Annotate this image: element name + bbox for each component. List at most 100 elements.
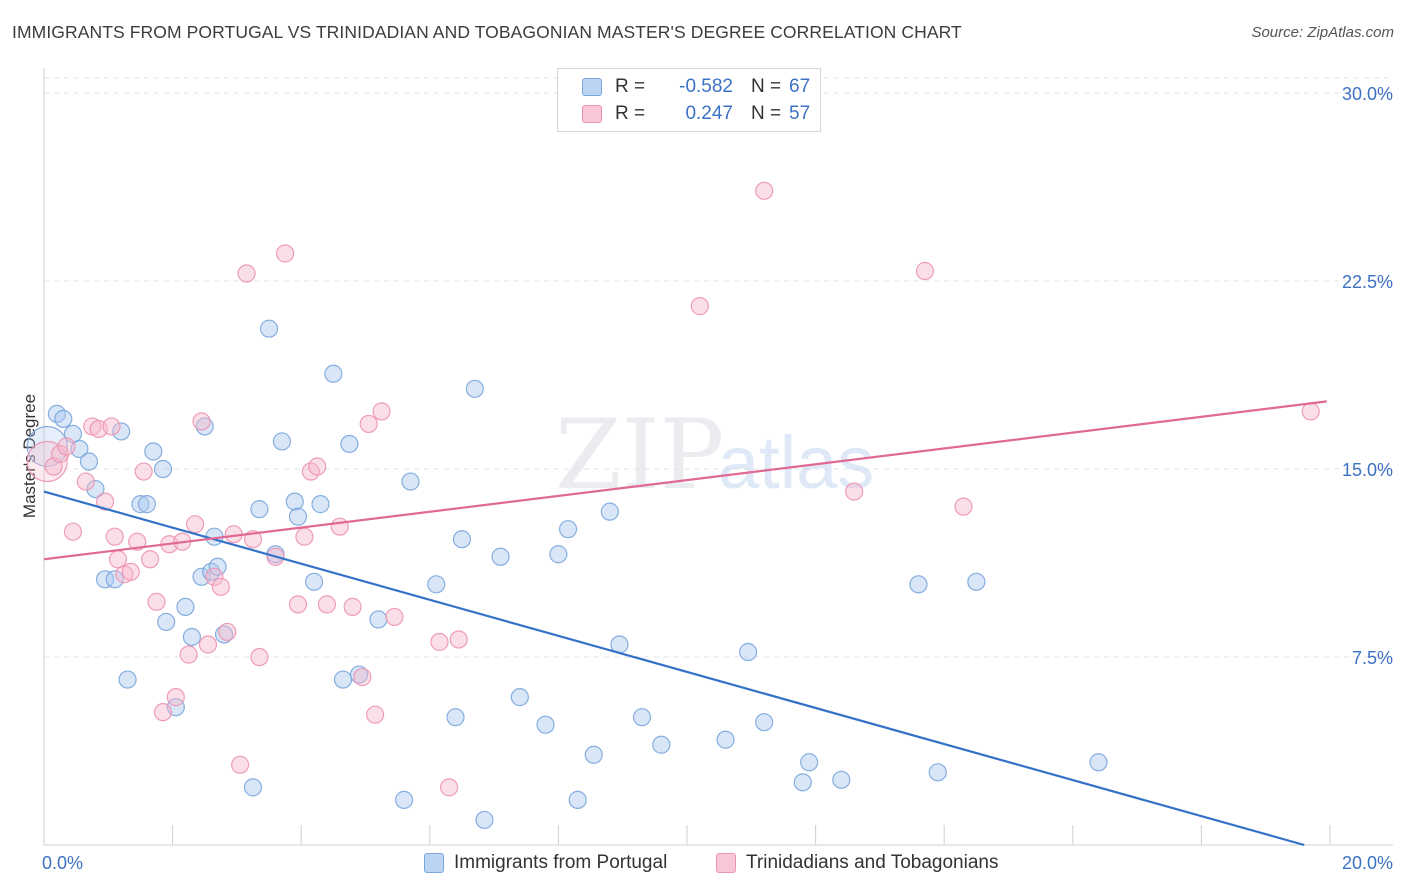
data-point-portugal xyxy=(176,597,195,616)
data-point-portugal xyxy=(304,572,324,591)
data-point-portugal xyxy=(157,612,176,632)
data-point-portugal xyxy=(195,417,214,436)
data-point-trinidad xyxy=(211,577,230,596)
legend-row-pink: R = 0.247 N = 57 xyxy=(582,101,810,127)
data-point-trinidad xyxy=(1301,402,1320,421)
y-tick-label: 22.5% xyxy=(1342,272,1393,292)
correlation-legend: R = -0.582 N = 67 R = 0.247 N = 57 xyxy=(557,68,821,132)
data-point-portugal xyxy=(118,670,137,689)
data-point-trinidad xyxy=(237,264,256,283)
data-point-portugal xyxy=(369,610,388,629)
data-point-trinidad xyxy=(288,595,308,614)
data-point-trinidad xyxy=(134,462,153,481)
data-point-portugal xyxy=(475,810,494,830)
data-point-trinidad xyxy=(140,550,160,569)
data-point-portugal xyxy=(243,778,263,797)
data-point-trinidad xyxy=(166,688,185,707)
data-point-portugal xyxy=(86,479,105,499)
legend-swatch-blue xyxy=(582,78,602,96)
data-point-trinidad xyxy=(50,444,70,464)
data-point-portugal xyxy=(272,432,292,451)
legend-swatch-pink xyxy=(582,105,602,123)
legend-label-portugal: Immigrants from Portugal xyxy=(454,852,668,873)
data-point-portugal xyxy=(401,472,420,491)
data-point-trinidad xyxy=(353,667,372,687)
data-point-portugal xyxy=(394,790,414,809)
legend-swatch-pink xyxy=(716,853,736,873)
data-point-portugal xyxy=(259,319,279,338)
axes xyxy=(43,68,1393,846)
data-point-portugal xyxy=(568,790,587,809)
data-point-portugal xyxy=(600,502,619,521)
data-point-portugal xyxy=(250,500,269,519)
data-point-portugal xyxy=(144,442,163,461)
data-point-trinidad xyxy=(449,630,468,649)
data-point-trinidad xyxy=(121,562,140,581)
x-tick-label: 0.0% xyxy=(42,853,83,873)
data-point-trinidad xyxy=(250,647,269,667)
series-legend: Immigrants from Portugal Trinidadians an… xyxy=(0,852,1406,878)
data-point-trinidad xyxy=(63,522,83,541)
data-point-portugal xyxy=(333,670,353,689)
data-point-trinidad xyxy=(76,472,95,491)
data-point-portugal xyxy=(340,434,359,454)
data-point-portugal xyxy=(182,627,201,647)
data-point-trinidad xyxy=(108,550,128,569)
legend-r-label: R = xyxy=(615,76,646,97)
watermark: ZIP atlas xyxy=(555,399,874,511)
data-point-trinidad xyxy=(192,412,211,431)
data-point-portugal xyxy=(192,567,211,586)
data-point-portugal xyxy=(208,557,227,576)
data-point-trinidad xyxy=(128,532,147,551)
data-point-trinidad xyxy=(343,597,362,616)
legend-r-value: -0.582 xyxy=(679,76,733,97)
legend-label-trinidad: Trinidadians and Tobagonians xyxy=(746,852,999,873)
data-point-portugal xyxy=(632,708,652,727)
data-point-trinidad xyxy=(95,492,115,511)
data-point-portugal xyxy=(214,625,234,644)
data-point-trinidad xyxy=(218,622,237,642)
data-point-trinidad xyxy=(690,297,709,316)
data-point-portugal xyxy=(105,570,124,589)
data-point-portugal xyxy=(558,520,578,539)
data-point-portugal xyxy=(755,713,774,732)
data-point-trinidad xyxy=(153,703,173,722)
chart-title: IMMIGRANTS FROM PORTUGAL VS TRINIDADIAN … xyxy=(12,22,962,42)
legend-n-value: 57 xyxy=(789,103,811,124)
data-point-portugal xyxy=(909,575,928,594)
x-tick-labels: 0.0% 20.0% xyxy=(42,853,1393,873)
data-point-trinidad xyxy=(179,645,198,664)
data-point-portugal xyxy=(652,735,671,754)
data-point-portugal xyxy=(465,379,484,398)
watermark-atlas: atlas xyxy=(718,421,874,504)
legend-n-value: 67 xyxy=(789,76,811,97)
data-point-trinidad xyxy=(102,417,121,436)
data-point-trinidad xyxy=(231,755,250,774)
data-point-trinidad xyxy=(845,482,864,501)
data-points xyxy=(26,181,1320,830)
data-point-portugal xyxy=(131,495,150,514)
y-tick-label: 7.5% xyxy=(1352,648,1393,668)
data-point-trinidad xyxy=(205,567,224,586)
legend-row-blue: R = -0.582 N = 67 xyxy=(582,74,810,100)
data-point-trinidad xyxy=(330,517,349,536)
data-point-portugal xyxy=(549,545,568,564)
data-point-trinidad xyxy=(308,457,327,476)
data-point-portugal xyxy=(536,715,555,734)
legend-item-portugal: Immigrants from Portugal xyxy=(424,852,667,874)
data-point-trinidad xyxy=(439,778,459,797)
data-point-portugal xyxy=(832,770,851,789)
y-tick-label: 30.0% xyxy=(1342,84,1393,104)
data-point-portugal xyxy=(716,730,735,749)
data-point-portugal xyxy=(311,495,330,514)
data-point-trinidad xyxy=(147,592,166,611)
data-point-trinidad xyxy=(105,527,124,546)
data-point-portugal xyxy=(288,507,308,526)
data-point-trinidad xyxy=(915,261,935,281)
data-point-trinidad xyxy=(366,705,385,724)
data-point-portugal xyxy=(95,570,115,589)
data-point-portugal xyxy=(26,425,68,468)
data-point-portugal xyxy=(324,364,343,383)
data-point-trinidad xyxy=(198,635,218,654)
data-point-portugal xyxy=(1089,753,1108,772)
